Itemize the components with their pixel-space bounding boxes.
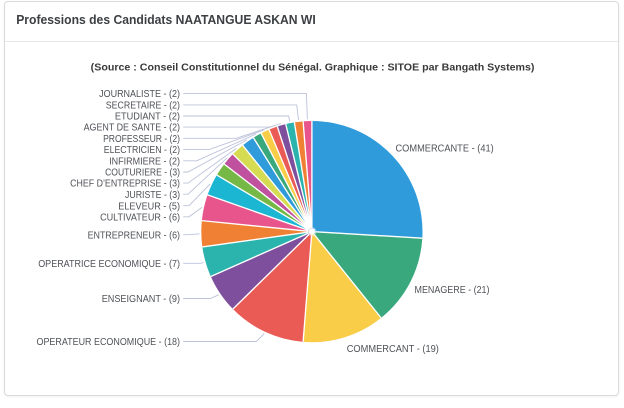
svg-text:PROFESSEUR - (2): PROFESSEUR - (2) xyxy=(103,134,180,145)
svg-text:CHEF D’ENTREPRISE - (3): CHEF D’ENTREPRISE - (3) xyxy=(70,179,180,190)
svg-text:(Source : Conseil Constitution: (Source : Conseil Constitutionnel du Sén… xyxy=(91,62,535,73)
svg-text:INFIRMIERE - (2): INFIRMIERE - (2) xyxy=(109,156,180,167)
svg-text:ENTREPRENEUR - (6): ENTREPRENEUR - (6) xyxy=(88,230,180,241)
svg-text:SECRETAIRE - (2): SECRETAIRE - (2) xyxy=(106,101,180,112)
svg-text:JOURNALISTE - (2): JOURNALISTE - (2) xyxy=(99,89,180,100)
svg-text:ELEVEUR - (5): ELEVEUR - (5) xyxy=(118,201,180,212)
svg-text:ENSEIGNANT - (9): ENSEIGNANT - (9) xyxy=(102,294,180,305)
svg-text:AGENT DE SANTE - (2): AGENT DE SANTE - (2) xyxy=(84,123,180,134)
svg-text:COMMERCANT - (19): COMMERCANT - (19) xyxy=(347,344,439,355)
svg-text:MENAGERE - (21): MENAGERE - (21) xyxy=(415,285,490,296)
svg-text:COUTURIERE - (3): COUTURIERE - (3) xyxy=(105,168,180,179)
svg-text:OPERATEUR ECONOMIQUE - (18): OPERATEUR ECONOMIQUE - (18) xyxy=(37,337,181,348)
svg-text:COMMERCANTE - (41): COMMERCANTE - (41) xyxy=(396,144,494,155)
svg-text:ELECTRICIEN - (2): ELECTRICIEN - (2) xyxy=(104,145,180,156)
svg-text:ETUDIANT - (2): ETUDIANT - (2) xyxy=(115,112,180,123)
svg-text:CULTIVATEUR - (6): CULTIVATEUR - (6) xyxy=(100,212,180,223)
svg-text:OPERATRICE ECONOMIQUE - (7): OPERATRICE ECONOMIQUE - (7) xyxy=(38,259,180,270)
svg-text:JURISTE - (3): JURISTE - (3) xyxy=(125,190,180,201)
svg-text:Professions des Candidats NAAT: Professions des Candidats NAATANGUE ASKA… xyxy=(16,13,316,27)
